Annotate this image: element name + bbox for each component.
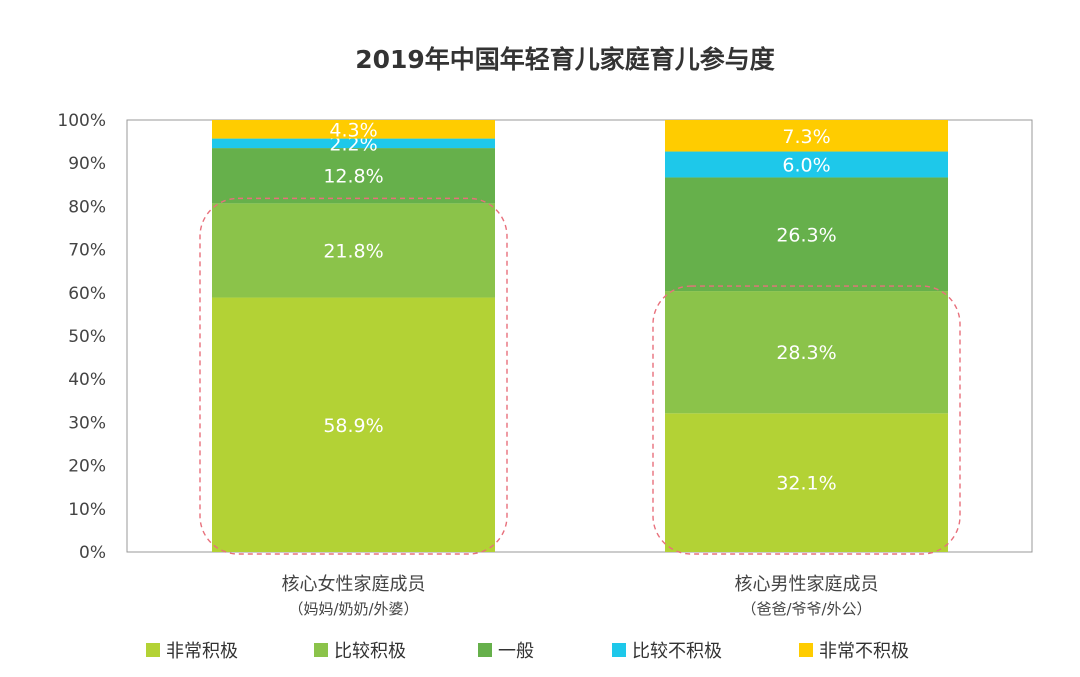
legend-label: 非常积极 <box>166 641 238 662</box>
data-label: 21.8% <box>323 240 383 262</box>
bar-segment <box>665 151 948 178</box>
y-tick-label: 90% <box>68 154 106 174</box>
x-category-sublabel: （妈妈/奶奶/外婆） <box>288 600 418 618</box>
y-tick-label: 80% <box>68 197 106 217</box>
bar-segment <box>212 203 495 298</box>
data-label: 32.1% <box>776 473 836 495</box>
legend-label: 一般 <box>498 641 534 662</box>
y-tick-label: 20% <box>68 457 106 477</box>
data-label: 4.3% <box>329 119 377 141</box>
x-category-label: 核心男性家庭成员 <box>735 574 879 595</box>
legend-label: 比较不积极 <box>632 641 722 662</box>
chart-title: 2019年中国年轻育儿家庭育儿参与度 <box>355 45 775 74</box>
y-tick-label: 0% <box>79 543 106 563</box>
x-category-label: 核心女性家庭成员 <box>282 574 426 595</box>
bar-segment <box>212 297 495 552</box>
highlight-outline <box>652 285 961 555</box>
data-label: 58.9% <box>323 415 383 437</box>
bar-segment <box>212 148 495 204</box>
y-tick-label: 10% <box>68 500 106 520</box>
y-tick-label: 50% <box>68 327 106 347</box>
data-label: 6.0% <box>782 154 830 176</box>
plot-frame <box>126 119 1033 553</box>
legend-label: 比较积极 <box>334 641 406 662</box>
bar-segment <box>665 177 948 292</box>
x-category-sublabel: （爸爸/爷爷/外公） <box>741 600 871 618</box>
y-tick-label: 100% <box>57 111 106 131</box>
data-label: 2.2% <box>329 133 377 155</box>
y-tick-label: 40% <box>68 370 106 390</box>
bar-segment <box>212 138 495 149</box>
data-label: 7.3% <box>782 126 830 148</box>
y-tick-label: 60% <box>68 284 106 304</box>
legend-swatch <box>478 643 492 657</box>
legend-swatch <box>799 643 813 657</box>
bar-segment <box>665 291 948 414</box>
data-label: 12.8% <box>323 166 383 188</box>
y-tick-label: 30% <box>68 413 106 433</box>
plot-area: 0% 10% 20% 30% 40% 50% 60% 70% 80% 90% 100% 58.9% 21… <box>57 111 1033 662</box>
legend-swatch <box>146 643 160 657</box>
legend-label: 非常不积极 <box>819 641 909 662</box>
bar-segment <box>212 120 495 139</box>
legend-swatch <box>314 643 328 657</box>
y-tick-label: 70% <box>68 241 106 261</box>
data-label: 26.3% <box>776 224 836 246</box>
bar-segment <box>665 413 948 552</box>
data-label: 28.3% <box>776 342 836 364</box>
bar-segment <box>665 120 948 152</box>
legend-swatch <box>612 643 626 657</box>
